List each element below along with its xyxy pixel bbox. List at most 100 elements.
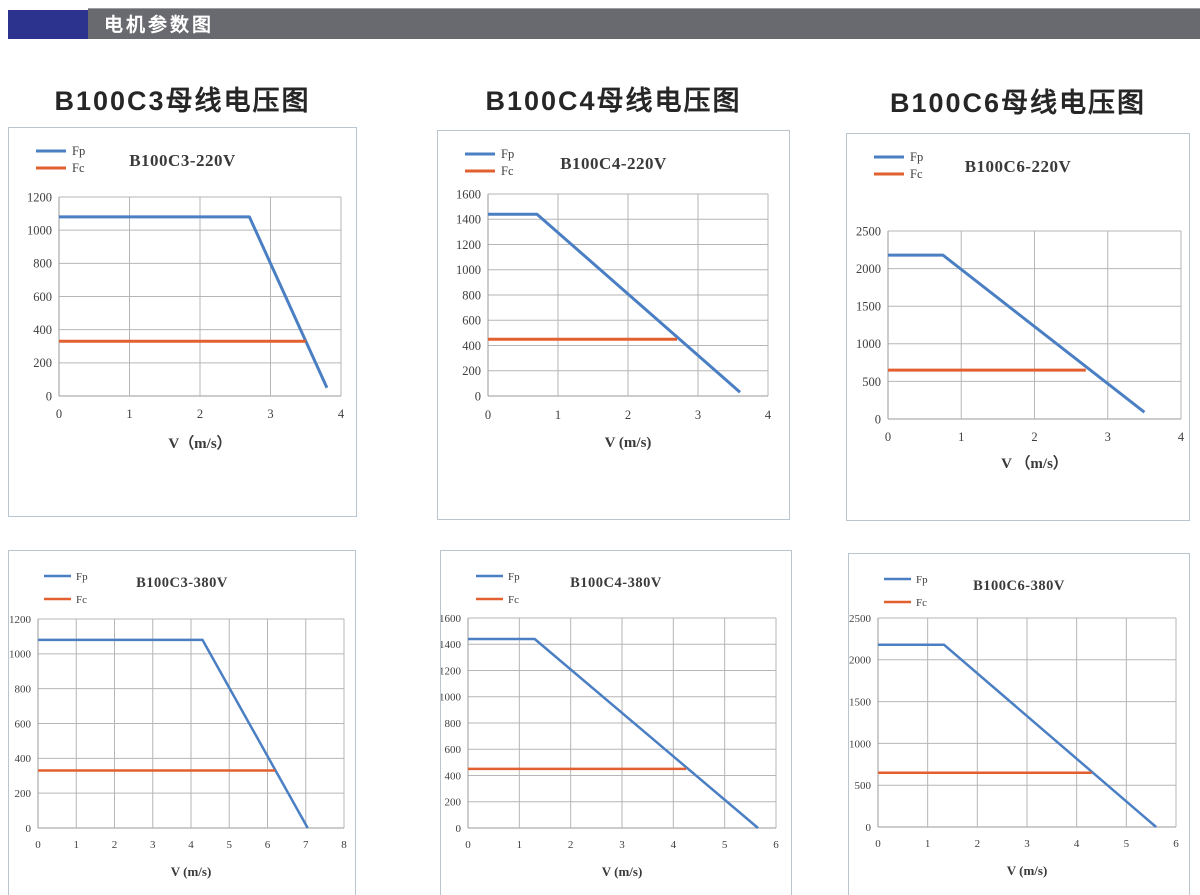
x-tick-label: 5 xyxy=(1124,838,1130,850)
x-tick-label: 2 xyxy=(625,408,631,422)
y-tick-label: 400 xyxy=(15,753,32,765)
x-tick-label: 6 xyxy=(265,839,271,851)
y-tick-label: 0 xyxy=(875,412,881,426)
y-tick-label: 500 xyxy=(862,375,881,389)
chart-panel-b100c6-380v: 0 500 1000 1500 2000 2500 0 1 2 3 4 5 6 Fp Fc B100C6-38… xyxy=(848,553,1190,895)
chart-svg-b100c3-220v: 0 200 400 600 800 1000 1200 0 1 2 3 4 Fp Fc B100C3-220… xyxy=(27,144,345,452)
x-tick-label: 6 xyxy=(773,839,779,851)
y-tick-label: 500 xyxy=(855,780,872,792)
x-tick-label: 0 xyxy=(885,430,891,444)
y-tick-label: 0 xyxy=(46,389,52,403)
fp-curve xyxy=(38,638,309,829)
x-tick-label: 7 xyxy=(303,839,309,851)
y-tick-label: 200 xyxy=(445,797,462,809)
x-tick-label: 5 xyxy=(227,839,233,851)
x-tick-label: 3 xyxy=(619,839,625,851)
y-tick-label: 1600 xyxy=(441,613,462,625)
y-tick-label: 0 xyxy=(475,389,481,403)
y-tick-label: 1000 xyxy=(27,224,52,238)
legend-fp-label: Fp xyxy=(76,571,88,583)
x-tick-label: 3 xyxy=(695,408,701,422)
chart-group-title-b100c4: B100C4母线电压图 xyxy=(485,86,742,116)
x-axis-label: V (m/s) xyxy=(171,864,212,879)
chart-title: B100C6-220V xyxy=(965,157,1072,176)
y-tick-label: 2000 xyxy=(856,262,881,276)
legend-fc-label: Fc xyxy=(910,167,923,181)
chart-svg-b100c4-380v: 0 200 400 600 800 1000 1200 1400 1600 0 1 2 3 4 5 6 Fp Fc… xyxy=(441,571,779,879)
fp-curve xyxy=(878,643,1157,828)
x-tick-label: 4 xyxy=(338,407,345,421)
legend-fp-label: Fp xyxy=(72,144,85,158)
y-tick-label: 200 xyxy=(462,364,481,378)
x-tick-label: 1 xyxy=(126,407,132,421)
legend-fc-label: Fc xyxy=(916,597,927,609)
chart-svg-b100c4-220v: 0 200 400 600 800 1000 1200 1400 1600 0 1 2 3 4 Fp Fc B1… xyxy=(456,147,772,451)
fp-curve xyxy=(468,637,759,829)
y-tick-label: 2000 xyxy=(849,655,872,667)
chart-title: B100C4-220V xyxy=(560,154,667,173)
y-tick-label: 1200 xyxy=(441,665,462,677)
chart-title: B100C4-380V xyxy=(570,575,662,591)
x-tick-label: 0 xyxy=(485,408,491,422)
x-tick-label: 3 xyxy=(1105,430,1111,444)
section-title: 电机参数图 xyxy=(104,15,215,36)
chart-title: B100C6-380V xyxy=(973,578,1065,594)
chart-group-title-b100c6: B100C6母线电压图 xyxy=(889,88,1147,118)
y-tick-label: 2500 xyxy=(849,613,872,625)
y-tick-label: 400 xyxy=(462,339,481,353)
x-tick-label: 2 xyxy=(975,838,981,850)
y-tick-label: 1000 xyxy=(856,337,881,351)
chart-panel-b100c4-380v: 0 200 400 600 800 1000 1200 1400 1600 0 1 2 3 4 5 6 Fp Fc… xyxy=(440,550,792,895)
x-axis-label: V （m/s） xyxy=(1001,454,1068,472)
header-bar: 电机参数图 xyxy=(88,8,1200,39)
y-tick-label: 1600 xyxy=(456,187,481,201)
x-tick-label: 4 xyxy=(765,408,772,422)
y-tick-label: 1000 xyxy=(9,649,32,661)
x-tick-label: 3 xyxy=(267,407,273,421)
x-tick-label: 0 xyxy=(35,839,41,851)
chart-group-title-b100c3: B100C3母线电压图 xyxy=(54,86,311,116)
x-tick-label: 0 xyxy=(875,838,881,850)
x-tick-label: 8 xyxy=(341,839,347,851)
legend-fc-label: Fc xyxy=(76,594,87,606)
x-tick-label: 6 xyxy=(1173,838,1179,850)
x-tick-label: 3 xyxy=(150,839,156,851)
fp-curve xyxy=(59,215,329,389)
x-tick-label: 4 xyxy=(1074,838,1080,850)
x-tick-label: 5 xyxy=(722,839,728,851)
x-tick-label: 1 xyxy=(925,838,931,850)
x-tick-label: 2 xyxy=(1031,430,1037,444)
y-tick-label: 1200 xyxy=(27,190,52,204)
x-axis-label: V (m/s) xyxy=(605,435,652,451)
y-tick-label: 1000 xyxy=(456,263,481,277)
y-tick-label: 1200 xyxy=(456,238,481,252)
y-tick-label: 1000 xyxy=(849,738,872,750)
y-tick-label: 1500 xyxy=(856,300,881,314)
y-tick-label: 1400 xyxy=(441,639,462,651)
y-tick-label: 800 xyxy=(33,257,52,271)
legend-fp-label: Fp xyxy=(916,574,928,586)
y-tick-label: 600 xyxy=(15,718,32,730)
y-tick-label: 400 xyxy=(445,770,462,782)
x-tick-label: 2 xyxy=(112,839,118,851)
y-tick-label: 0 xyxy=(456,823,462,835)
y-tick-label: 800 xyxy=(462,288,481,302)
chart-svg-b100c3-380v: 0 200 400 600 800 1000 1200 0 1 2 3 4 5 6 7 8 Fp Fc B100C3… xyxy=(9,571,347,879)
chart-title: B100C3-220V xyxy=(129,151,236,170)
chart-panel-b100c4-220v: 0 200 400 600 800 1000 1200 1400 1600 0 1 2 3 4 Fp Fc B1… xyxy=(437,130,790,520)
x-tick-label: 4 xyxy=(671,839,677,851)
chart-svg-b100c6-380v: 0 500 1000 1500 2000 2500 0 1 2 3 4 5 6 Fp Fc B100C6-38… xyxy=(849,574,1179,878)
x-tick-label: 2 xyxy=(568,839,574,851)
y-tick-label: 600 xyxy=(445,744,462,756)
x-tick-label: 2 xyxy=(197,407,203,421)
legend-fp-label: Fp xyxy=(910,150,923,164)
y-tick-label: 0 xyxy=(866,822,872,834)
x-tick-label: 1 xyxy=(555,408,561,422)
x-tick-label: 0 xyxy=(465,839,471,851)
x-tick-label: 3 xyxy=(1024,838,1030,850)
chart-title: B100C3-380V xyxy=(136,575,228,591)
x-tick-label: 1 xyxy=(958,430,964,444)
chart-panel-b100c3-220v: 0 200 400 600 800 1000 1200 0 1 2 3 4 Fp Fc B100C3-220… xyxy=(8,127,357,517)
y-tick-label: 1000 xyxy=(441,692,462,704)
